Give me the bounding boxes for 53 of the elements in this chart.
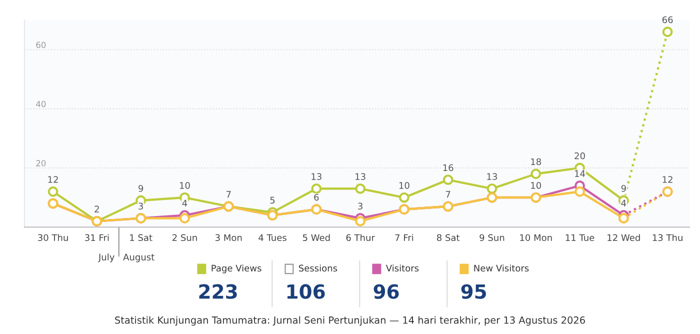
data-label: 2 xyxy=(94,206,99,212)
data-label: 10 xyxy=(531,182,542,189)
y-tick-label: 60 xyxy=(36,42,46,48)
category-label: Sessions xyxy=(298,264,338,272)
data-label: 6 xyxy=(314,194,319,201)
data-label: 5 xyxy=(270,196,275,204)
data-label: 13 xyxy=(356,173,366,180)
category-label: Page Views xyxy=(212,264,262,274)
x-tick-label: 31 Fri xyxy=(85,234,109,242)
data-label: 13 xyxy=(487,173,497,180)
data-label: 13 xyxy=(312,173,322,180)
data-label: 3 xyxy=(138,202,143,210)
data-label: 14 xyxy=(575,170,585,177)
x-tick-label: 8 Sat xyxy=(436,234,460,242)
data-label: 7 xyxy=(226,191,231,198)
x-tick-label: 2 Sun xyxy=(172,234,197,242)
x-tick-label: 3 Mon xyxy=(215,234,242,242)
x-tick-label: 11 Tue xyxy=(566,234,594,242)
x-tick-label: 7 Fri xyxy=(395,234,414,241)
data-label: 96 xyxy=(374,284,399,299)
data-label: 9 xyxy=(138,184,144,192)
text: Statistik Kunjungan Tamumatra: Jurnal Seni Pertunjukan — 14 hari terakhir, per 13 Agustus 2026 xyxy=(115,316,585,326)
data-label: 106 xyxy=(287,284,325,299)
x-tick-label: 4 Tues xyxy=(258,234,286,242)
data-label: 95 xyxy=(461,284,486,299)
data-label: 4 xyxy=(621,200,626,206)
data-label: 20 xyxy=(574,152,585,160)
data-label: 9 xyxy=(621,184,626,192)
data-label: 18 xyxy=(531,158,541,166)
data-label: 3 xyxy=(358,202,362,210)
x-tick-label: 10 Mon xyxy=(520,234,552,242)
x-tick-label: 1 Sat xyxy=(130,234,152,242)
x-tick-label: 30 Thu xyxy=(38,234,68,242)
data-label: 10 xyxy=(180,182,190,189)
x-tick-label: 13 Thu xyxy=(652,234,682,242)
text: August xyxy=(123,254,154,262)
x-tick-label: 5 Wed xyxy=(302,234,330,242)
data-label: 10 xyxy=(399,182,410,189)
data-label: 12 xyxy=(48,176,58,183)
data-label: 16 xyxy=(443,164,454,172)
x-tick-label: 9 Sun xyxy=(480,234,504,242)
category-label: Visitors xyxy=(386,264,419,272)
y-tick-label: 40 xyxy=(36,100,46,108)
data-label: 4 xyxy=(182,200,188,206)
data-label: 12 xyxy=(662,176,672,183)
data-label: 66 xyxy=(662,16,673,24)
y-tick-label: 20 xyxy=(36,160,46,166)
data-label: 223 xyxy=(199,284,237,299)
x-tick-label: 6 Thur xyxy=(346,234,375,242)
data-label: 7 xyxy=(446,191,450,198)
x-tick-label: 12 Wed xyxy=(608,234,640,242)
text: July xyxy=(98,254,114,262)
category-label: New Visitors xyxy=(474,264,529,272)
